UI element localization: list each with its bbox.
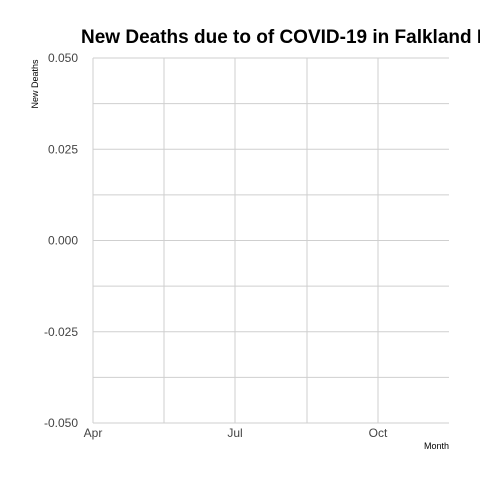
y-tick-label: 0.050 xyxy=(48,51,78,65)
chart-title: New Deaths due to of COVID-19 in Falklan… xyxy=(81,27,480,48)
x-tick-label: Apr xyxy=(84,426,103,440)
x-tick-label: Oct xyxy=(369,426,388,440)
y-axis-ticks: -0.050 -0.025 0.000 0.025 0.050 xyxy=(44,51,78,430)
y-tick-label: -0.050 xyxy=(44,416,78,430)
y-tick-label: 0.025 xyxy=(48,142,78,156)
y-tick-label: -0.025 xyxy=(44,325,78,339)
y-tick-label: 0.000 xyxy=(48,234,78,248)
x-tick-label: Jul xyxy=(227,426,242,440)
grid-lines xyxy=(92,57,449,424)
x-axis-title: Month xyxy=(424,441,449,451)
y-axis-title: New Deaths xyxy=(30,59,40,109)
x-axis-ticks: Apr Jul Oct xyxy=(84,426,388,440)
